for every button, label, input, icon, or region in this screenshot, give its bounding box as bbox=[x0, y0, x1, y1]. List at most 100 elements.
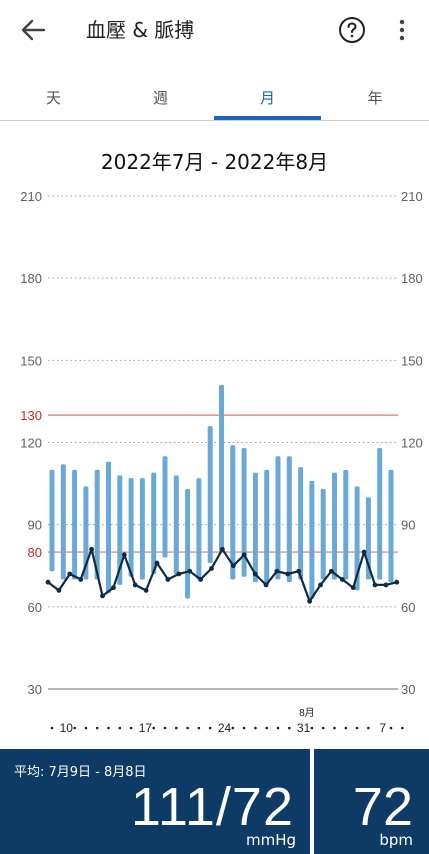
pulse-point bbox=[296, 568, 302, 574]
pulse-point bbox=[383, 582, 389, 588]
y-tick-label-left: 210 bbox=[20, 189, 42, 204]
pulse-point bbox=[252, 571, 258, 577]
bp-bar bbox=[252, 472, 258, 583]
bp-bar bbox=[60, 464, 66, 580]
bp-summary: 平均: 7月9日 - 8月8日 111/72 mmHg bbox=[0, 749, 310, 854]
x-tick-dot bbox=[333, 726, 336, 730]
pulse-point bbox=[230, 563, 236, 569]
y-tick-label-right: 150 bbox=[401, 353, 423, 368]
bp-bar bbox=[309, 480, 315, 599]
tab-week[interactable]: 週 bbox=[152, 89, 168, 107]
bp-bar bbox=[173, 475, 179, 574]
x-tick-dot bbox=[310, 726, 314, 730]
x-tick-dot bbox=[50, 726, 54, 730]
bp-bar bbox=[207, 426, 213, 564]
pulse-point bbox=[165, 577, 171, 582]
bp-bar bbox=[94, 469, 100, 580]
tab-month[interactable]: 月 bbox=[214, 76, 321, 120]
pulse-point bbox=[111, 585, 116, 591]
x-tick-dot bbox=[254, 726, 257, 730]
x-tick-dot bbox=[163, 726, 167, 730]
pulse-average-value: 72 bbox=[352, 777, 413, 837]
x-tick-dot bbox=[197, 726, 201, 730]
bp-bar bbox=[185, 489, 191, 599]
pulse-point bbox=[350, 585, 356, 591]
y-tick-label-left: 150 bbox=[20, 353, 42, 368]
x-tick-dot bbox=[175, 726, 178, 730]
y-tick-label-left: 180 bbox=[20, 271, 42, 286]
bp-bar bbox=[298, 467, 304, 580]
help-icon[interactable] bbox=[338, 16, 366, 44]
pulse-point bbox=[132, 582, 138, 588]
pulse-point bbox=[121, 552, 127, 558]
x-tick-dot bbox=[344, 726, 348, 730]
x-tick-dot bbox=[118, 726, 122, 730]
y-tick-label-right: 90 bbox=[401, 518, 415, 533]
x-tick-dot bbox=[208, 726, 212, 730]
pulse-point bbox=[339, 577, 345, 582]
pulse-point bbox=[176, 571, 182, 577]
pulse-summary: 72 bpm bbox=[314, 749, 429, 854]
bp-bar bbox=[128, 478, 134, 577]
y-tick-label-right: 210 bbox=[401, 189, 423, 204]
pulse-point bbox=[209, 566, 214, 571]
x-tick-dot bbox=[84, 726, 88, 730]
bp-average-value: 111/72 bbox=[130, 777, 294, 837]
bp-bar bbox=[139, 478, 145, 580]
blood-pressure-chart: 30 30 60 60 90 90 120 120 150 150 180 180 210 210 130 8… bbox=[20, 189, 423, 735]
y-tick-label-right: 180 bbox=[401, 271, 423, 286]
y-tick-label-left: 30 bbox=[28, 682, 42, 697]
bp-bar bbox=[106, 461, 111, 594]
x-tick-dot bbox=[355, 726, 359, 730]
bp-bar bbox=[230, 445, 236, 580]
x-tick-dot bbox=[107, 726, 110, 730]
pulse-point bbox=[329, 568, 334, 574]
pulse-point bbox=[198, 577, 204, 582]
back-arrow-icon[interactable] bbox=[14, 14, 50, 46]
month-marker-label: 8月 bbox=[299, 707, 315, 719]
threshold-label: 130 bbox=[20, 408, 42, 423]
bp-bar bbox=[275, 456, 281, 580]
bp-unit: mmHg bbox=[245, 831, 296, 849]
bp-bar bbox=[332, 472, 337, 580]
bp-bar bbox=[264, 469, 270, 585]
x-tick-dot bbox=[95, 726, 99, 730]
pulse-point bbox=[394, 579, 400, 585]
y-tick-label-left: 90 bbox=[28, 518, 42, 533]
pulse-point bbox=[45, 579, 51, 585]
bp-bar bbox=[241, 447, 247, 577]
pulse-point bbox=[241, 552, 247, 558]
tab-year[interactable]: 年 bbox=[367, 89, 383, 107]
average-period-label: 平均: 7月9日 - 8月8日 bbox=[14, 765, 147, 780]
pulse-point bbox=[187, 568, 193, 574]
bp-bar bbox=[354, 486, 360, 591]
x-tick-dot bbox=[276, 726, 280, 730]
pulse-point bbox=[78, 577, 84, 582]
x-tick-label: 17 bbox=[139, 721, 153, 735]
y-tick-label-left: 120 bbox=[20, 436, 42, 451]
y-tick-label-right: 120 bbox=[401, 436, 423, 451]
x-tick-dot bbox=[242, 726, 246, 730]
pulse-point bbox=[143, 588, 149, 593]
bp-bar bbox=[117, 475, 123, 585]
x-tick-dot bbox=[401, 726, 404, 730]
more-options-icon[interactable] bbox=[390, 14, 414, 46]
threshold-label: 80 bbox=[28, 545, 42, 560]
y-tick-label-right: 60 bbox=[401, 600, 415, 615]
bp-bar bbox=[151, 472, 157, 574]
bp-bar bbox=[83, 486, 89, 580]
x-tick-dot bbox=[367, 726, 370, 730]
y-tick-label-left: 60 bbox=[28, 600, 42, 615]
tab-day[interactable]: 天 bbox=[45, 89, 61, 107]
x-tick-label: 10 bbox=[60, 721, 74, 735]
summary-footer: 平均: 7月9日 - 8月8日 111/72 mmHg 72 bpm bbox=[0, 749, 429, 854]
footer-divider bbox=[310, 749, 314, 854]
bp-bar bbox=[286, 456, 292, 583]
bp-bar bbox=[219, 384, 224, 553]
pulse-point bbox=[274, 568, 280, 574]
period-tabs: 天 週 月 年 bbox=[0, 76, 429, 121]
x-tick-dot bbox=[186, 726, 189, 730]
pulse-point bbox=[56, 588, 62, 593]
bp-bar bbox=[320, 489, 326, 580]
bp-bar bbox=[196, 478, 202, 580]
